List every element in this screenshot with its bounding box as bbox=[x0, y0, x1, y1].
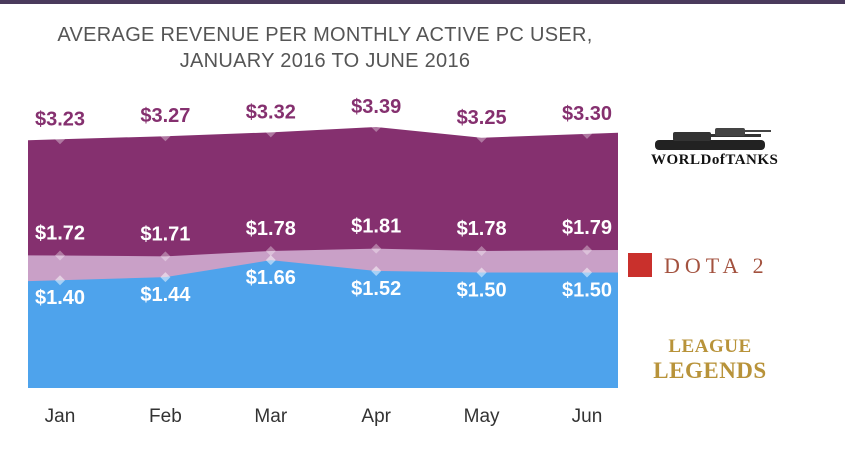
dota2-logo: DOTA 2 bbox=[628, 250, 798, 282]
x-tick-mar: Mar bbox=[254, 406, 287, 427]
x-tick-jan: Jan bbox=[45, 406, 76, 427]
point-dota2-3 bbox=[371, 243, 382, 254]
point-lol-0 bbox=[55, 275, 65, 286]
data-label-dota2-2: $1.78 bbox=[246, 218, 296, 240]
league-wordmark-line2: LEGENDS bbox=[653, 358, 767, 383]
league-wordmark-line1: LEAGUE bbox=[668, 336, 752, 357]
league-of-legends-logo: LEAGUE LEGENDS bbox=[640, 336, 780, 386]
data-label-wot-5: $3.30 bbox=[562, 103, 612, 125]
point-wot-0 bbox=[55, 134, 65, 145]
world-of-tanks-logo: WORLDofTANKS bbox=[645, 122, 779, 178]
point-dota2-5 bbox=[582, 245, 592, 256]
data-label-lol-0: $1.40 bbox=[35, 287, 85, 309]
data-label-wot-4: $3.25 bbox=[457, 107, 507, 129]
point-lol-1 bbox=[160, 272, 171, 283]
point-lol-2 bbox=[265, 255, 276, 266]
data-label-wot-2: $3.32 bbox=[246, 101, 296, 123]
data-label-lol-3: $1.52 bbox=[351, 278, 401, 300]
data-label-dota2-3: $1.81 bbox=[351, 216, 401, 238]
tank-icon bbox=[655, 128, 771, 150]
point-wot-5 bbox=[582, 128, 592, 139]
point-dota2-4 bbox=[476, 245, 487, 256]
chart-title-line1: AVERAGE REVENUE PER MONTHLY ACTIVE PC US… bbox=[57, 24, 593, 46]
point-dota2-0 bbox=[55, 250, 65, 261]
point-wot-3 bbox=[371, 121, 382, 132]
x-tick-may: May bbox=[464, 406, 500, 427]
x-tick-apr: Apr bbox=[361, 406, 391, 427]
data-label-wot-3: $3.39 bbox=[351, 96, 401, 118]
data-label-dota2-4: $1.78 bbox=[457, 218, 507, 240]
point-dota2-2 bbox=[265, 245, 276, 256]
chart-title-line2: JANUARY 2016 TO JUNE 2016 bbox=[179, 50, 471, 72]
point-lol-5 bbox=[582, 267, 592, 278]
data-label-dota2-1: $1.71 bbox=[140, 223, 190, 245]
top-bar bbox=[0, 0, 845, 4]
data-label-lol-5: $1.50 bbox=[562, 280, 612, 302]
dota2-wordmark: DOTA 2 bbox=[664, 253, 769, 278]
dota-emblem-icon bbox=[628, 253, 652, 277]
data-label-dota2-5: $1.79 bbox=[562, 217, 612, 239]
data-label-lol-2: $1.66 bbox=[246, 267, 296, 289]
x-tick-jun: Jun bbox=[572, 406, 603, 427]
point-lol-3 bbox=[371, 265, 382, 276]
data-label-wot-1: $3.27 bbox=[140, 105, 190, 127]
data-label-lol-1: $1.44 bbox=[140, 284, 191, 306]
world-of-tanks-wordmark: WORLDofTANKS bbox=[651, 152, 779, 168]
point-wot-1 bbox=[160, 131, 171, 142]
area-league-of-legends bbox=[28, 260, 618, 388]
point-lol-4 bbox=[476, 267, 487, 278]
data-label-dota2-0: $1.72 bbox=[35, 223, 85, 245]
point-dota2-1 bbox=[160, 251, 171, 262]
point-wot-4 bbox=[476, 132, 487, 143]
data-label-lol-4: $1.50 bbox=[457, 280, 507, 302]
data-label-wot-0: $3.23 bbox=[35, 108, 85, 130]
x-tick-feb: Feb bbox=[149, 406, 182, 427]
point-wot-2 bbox=[265, 127, 276, 138]
